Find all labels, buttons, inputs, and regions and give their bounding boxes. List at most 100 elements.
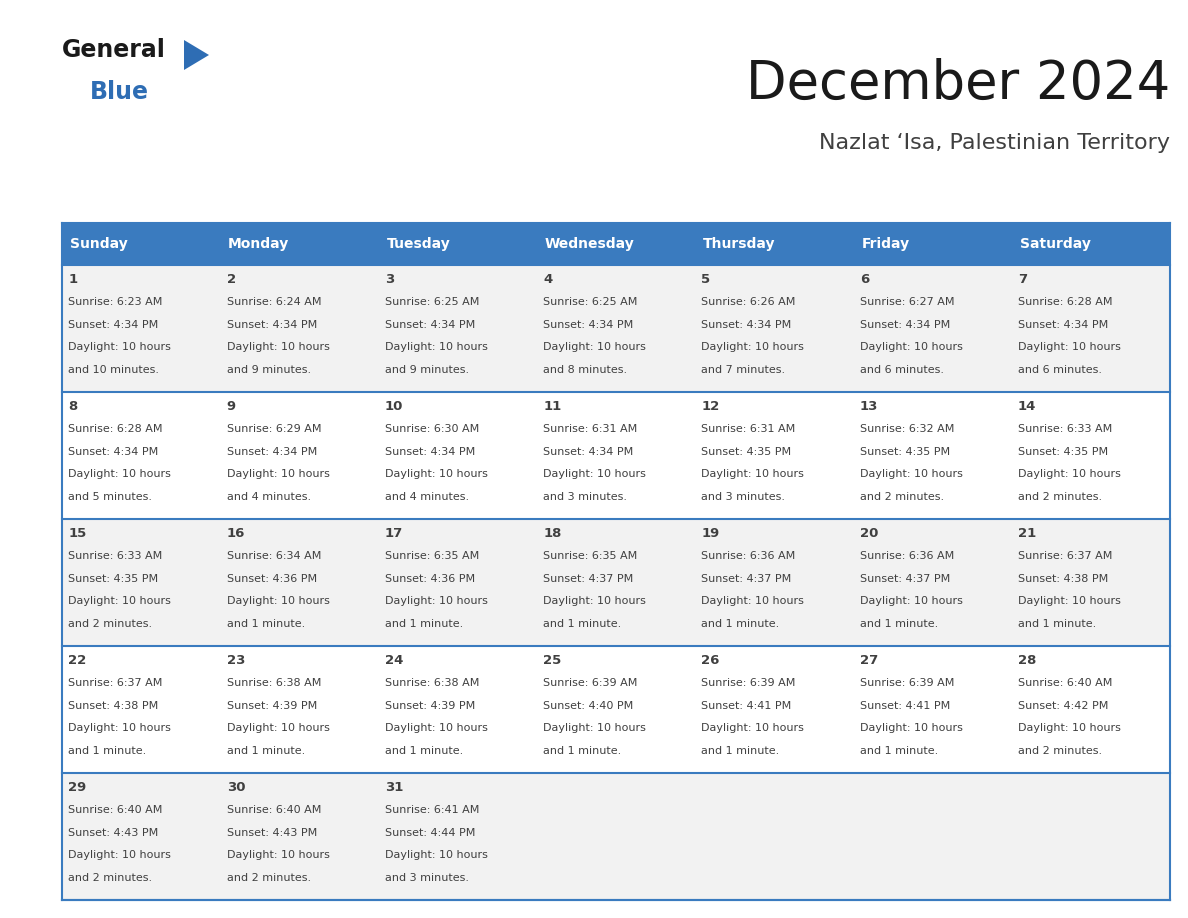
Text: Daylight: 10 hours: Daylight: 10 hours bbox=[69, 597, 171, 607]
Text: General: General bbox=[62, 38, 166, 62]
Text: 8: 8 bbox=[69, 399, 77, 412]
Text: Daylight: 10 hours: Daylight: 10 hours bbox=[860, 342, 962, 353]
Text: Sunrise: 6:40 AM: Sunrise: 6:40 AM bbox=[69, 805, 163, 815]
Text: Sunset: 4:41 PM: Sunset: 4:41 PM bbox=[701, 700, 791, 711]
Bar bbox=[695, 519, 853, 646]
Bar bbox=[1012, 223, 1170, 265]
Text: Sunset: 4:44 PM: Sunset: 4:44 PM bbox=[385, 828, 475, 837]
Text: Sunset: 4:34 PM: Sunset: 4:34 PM bbox=[385, 319, 475, 330]
Text: Sunrise: 6:39 AM: Sunrise: 6:39 AM bbox=[860, 677, 954, 688]
Bar bbox=[695, 392, 853, 519]
Text: Sunrise: 6:41 AM: Sunrise: 6:41 AM bbox=[385, 805, 479, 815]
Bar bbox=[379, 392, 537, 519]
Text: Sunrise: 6:26 AM: Sunrise: 6:26 AM bbox=[701, 297, 796, 307]
Text: and 1 minute.: and 1 minute. bbox=[385, 746, 463, 756]
Bar bbox=[853, 223, 1012, 265]
Text: and 9 minutes.: and 9 minutes. bbox=[227, 365, 311, 375]
Bar bbox=[220, 392, 379, 519]
Text: and 1 minute.: and 1 minute. bbox=[227, 746, 305, 756]
Text: 16: 16 bbox=[227, 527, 245, 540]
Text: Sunset: 4:40 PM: Sunset: 4:40 PM bbox=[543, 700, 633, 711]
Text: Sunset: 4:34 PM: Sunset: 4:34 PM bbox=[860, 319, 950, 330]
Text: Sunrise: 6:28 AM: Sunrise: 6:28 AM bbox=[69, 424, 163, 433]
Text: Daylight: 10 hours: Daylight: 10 hours bbox=[701, 469, 804, 479]
Text: and 4 minutes.: and 4 minutes. bbox=[227, 492, 311, 502]
Text: and 1 minute.: and 1 minute. bbox=[385, 620, 463, 630]
Bar bbox=[695, 223, 853, 265]
Polygon shape bbox=[184, 40, 209, 70]
Text: and 1 minute.: and 1 minute. bbox=[69, 746, 146, 756]
Text: Blue: Blue bbox=[90, 80, 148, 104]
Text: Daylight: 10 hours: Daylight: 10 hours bbox=[227, 342, 329, 353]
Text: and 9 minutes.: and 9 minutes. bbox=[385, 365, 469, 375]
Text: and 2 minutes.: and 2 minutes. bbox=[227, 873, 311, 883]
Bar bbox=[1012, 392, 1170, 519]
Text: Sunrise: 6:33 AM: Sunrise: 6:33 AM bbox=[1018, 424, 1112, 433]
Text: Sunrise: 6:33 AM: Sunrise: 6:33 AM bbox=[69, 551, 163, 561]
Bar bbox=[379, 773, 537, 900]
Bar bbox=[62, 265, 220, 392]
Text: and 1 minute.: and 1 minute. bbox=[860, 620, 939, 630]
Text: Daylight: 10 hours: Daylight: 10 hours bbox=[860, 597, 962, 607]
Text: Saturday: Saturday bbox=[1019, 237, 1091, 251]
Text: Sunrise: 6:36 AM: Sunrise: 6:36 AM bbox=[860, 551, 954, 561]
Bar bbox=[537, 773, 695, 900]
Text: and 5 minutes.: and 5 minutes. bbox=[69, 492, 152, 502]
Text: Sunset: 4:36 PM: Sunset: 4:36 PM bbox=[385, 574, 475, 584]
Text: Sunset: 4:34 PM: Sunset: 4:34 PM bbox=[1018, 319, 1108, 330]
Text: Sunrise: 6:39 AM: Sunrise: 6:39 AM bbox=[701, 677, 796, 688]
Text: 9: 9 bbox=[227, 399, 235, 412]
Text: Daylight: 10 hours: Daylight: 10 hours bbox=[1018, 342, 1121, 353]
Text: Sunset: 4:36 PM: Sunset: 4:36 PM bbox=[227, 574, 317, 584]
Text: 6: 6 bbox=[860, 273, 868, 285]
Text: 28: 28 bbox=[1018, 654, 1036, 666]
Text: Sunset: 4:42 PM: Sunset: 4:42 PM bbox=[1018, 700, 1108, 711]
Text: Nazlat ‘Isa, Palestinian Territory: Nazlat ‘Isa, Palestinian Territory bbox=[819, 133, 1170, 153]
Text: Daylight: 10 hours: Daylight: 10 hours bbox=[860, 723, 962, 733]
Text: 31: 31 bbox=[385, 780, 403, 794]
Bar bbox=[62, 519, 220, 646]
Text: and 2 minutes.: and 2 minutes. bbox=[1018, 746, 1102, 756]
Text: 17: 17 bbox=[385, 527, 403, 540]
Bar bbox=[379, 519, 537, 646]
Text: Sunday: Sunday bbox=[70, 237, 127, 251]
Text: Daylight: 10 hours: Daylight: 10 hours bbox=[1018, 469, 1121, 479]
Text: Daylight: 10 hours: Daylight: 10 hours bbox=[701, 342, 804, 353]
Text: and 8 minutes.: and 8 minutes. bbox=[543, 365, 627, 375]
Text: and 6 minutes.: and 6 minutes. bbox=[860, 365, 943, 375]
Text: 2: 2 bbox=[227, 273, 235, 285]
Text: 10: 10 bbox=[385, 399, 403, 412]
Text: Sunrise: 6:28 AM: Sunrise: 6:28 AM bbox=[1018, 297, 1112, 307]
Text: 29: 29 bbox=[69, 780, 87, 794]
Text: Thursday: Thursday bbox=[703, 237, 776, 251]
Text: Daylight: 10 hours: Daylight: 10 hours bbox=[1018, 723, 1121, 733]
Text: Sunset: 4:39 PM: Sunset: 4:39 PM bbox=[385, 700, 475, 711]
Text: Sunset: 4:35 PM: Sunset: 4:35 PM bbox=[1018, 447, 1108, 456]
Text: Sunrise: 6:38 AM: Sunrise: 6:38 AM bbox=[227, 677, 321, 688]
Bar bbox=[62, 773, 220, 900]
Text: Sunset: 4:34 PM: Sunset: 4:34 PM bbox=[69, 447, 158, 456]
Text: Sunrise: 6:35 AM: Sunrise: 6:35 AM bbox=[543, 551, 638, 561]
Text: 15: 15 bbox=[69, 527, 87, 540]
Text: 27: 27 bbox=[860, 654, 878, 666]
Text: 3: 3 bbox=[385, 273, 394, 285]
Text: Daylight: 10 hours: Daylight: 10 hours bbox=[69, 342, 171, 353]
Text: Daylight: 10 hours: Daylight: 10 hours bbox=[385, 850, 488, 860]
Bar bbox=[853, 392, 1012, 519]
Bar bbox=[379, 265, 537, 392]
Text: 1: 1 bbox=[69, 273, 77, 285]
Text: 14: 14 bbox=[1018, 399, 1036, 412]
Text: December 2024: December 2024 bbox=[746, 58, 1170, 110]
Bar bbox=[695, 265, 853, 392]
Text: Wednesday: Wednesday bbox=[545, 237, 634, 251]
Text: Daylight: 10 hours: Daylight: 10 hours bbox=[69, 469, 171, 479]
Text: Sunset: 4:37 PM: Sunset: 4:37 PM bbox=[860, 574, 950, 584]
Bar bbox=[537, 265, 695, 392]
Text: Sunset: 4:34 PM: Sunset: 4:34 PM bbox=[543, 447, 633, 456]
Text: and 6 minutes.: and 6 minutes. bbox=[1018, 365, 1102, 375]
Text: Daylight: 10 hours: Daylight: 10 hours bbox=[385, 469, 488, 479]
Text: 30: 30 bbox=[227, 780, 245, 794]
Bar bbox=[379, 646, 537, 773]
Text: Sunset: 4:43 PM: Sunset: 4:43 PM bbox=[69, 828, 158, 837]
Text: Sunrise: 6:40 AM: Sunrise: 6:40 AM bbox=[1018, 677, 1112, 688]
